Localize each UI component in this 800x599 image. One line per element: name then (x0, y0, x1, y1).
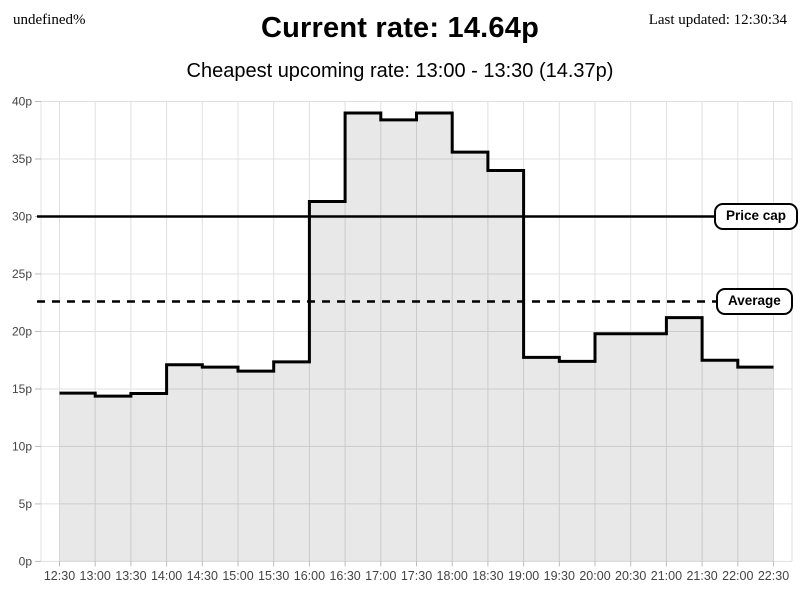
x-tick-label: 20:00 (579, 569, 610, 583)
x-tick-label: 15:30 (258, 569, 289, 583)
x-tick-label: 19:30 (544, 569, 575, 583)
price-cap-label: Price cap (714, 203, 799, 230)
x-tick-label: 12:30 (44, 569, 75, 583)
x-tick-label: 14:30 (187, 569, 218, 583)
x-tick-label: 15:00 (222, 569, 253, 583)
y-tick-label: 35p (12, 152, 32, 166)
y-tick-label: 30p (12, 209, 32, 223)
x-axis: 12:30 13:00 13:30 14:00 14:30 15:00 15:30 16:00… (44, 101, 789, 583)
x-tick-label: 21:00 (651, 569, 682, 583)
x-tick-label: 13:00 (80, 569, 111, 583)
x-tick-label: 18:30 (472, 569, 503, 583)
last-updated-label: Last updated: 12:30:34 (648, 12, 787, 28)
x-tick-label: 16:00 (294, 569, 325, 583)
page-title: Current rate: 14.64p (261, 12, 539, 44)
y-tick-label: 15p (12, 382, 32, 396)
percentage-label: undefined% (13, 12, 86, 28)
x-tick-label: 13:30 (115, 569, 146, 583)
x-tick-label: 21:30 (686, 569, 717, 583)
y-tick-label: 0p (19, 554, 33, 568)
x-tick-label: 22:30 (758, 569, 789, 583)
x-tick-label: 14:00 (151, 569, 182, 583)
x-tick-label: 17:00 (365, 569, 396, 583)
y-tick-label: 25p (12, 267, 32, 281)
x-tick-label: 22:00 (722, 569, 753, 583)
x-tick-label: 20:30 (615, 569, 646, 583)
y-tick-label: 40p (12, 95, 32, 109)
y-tick-label: 20p (12, 324, 32, 338)
y-tick-label: 10p (12, 439, 32, 453)
x-tick-label: 19:00 (508, 569, 539, 583)
rate-step-line (59, 111, 774, 398)
x-tick-label: 18:00 (437, 569, 468, 583)
cheapest-rate-subtitle: Cheapest upcoming rate: 13:00 - 13:30 (1… (186, 60, 614, 82)
x-tick-label: 16:30 (329, 569, 360, 583)
average-label: Average (716, 288, 793, 315)
y-tick-label: 5p (19, 497, 33, 511)
x-tick-label: 17:30 (401, 569, 432, 583)
rate-area-fill (59, 112, 774, 562)
